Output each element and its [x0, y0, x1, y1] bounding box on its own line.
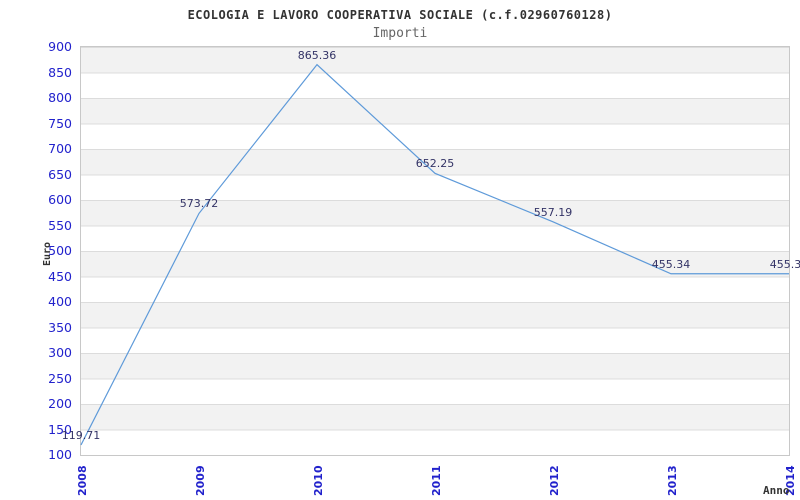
y-axis-title: Euro	[42, 241, 53, 266]
point-label: 455.34	[651, 257, 691, 271]
point-label: 557.19	[533, 205, 573, 219]
y-tick-label: 900	[48, 39, 72, 54]
x-tick-label: 2013	[666, 465, 679, 496]
y-tick-label: 800	[48, 90, 72, 105]
plot-area	[80, 46, 790, 456]
x-tick-label: 2010	[312, 465, 325, 496]
x-tick-label: 2011	[430, 465, 443, 496]
y-tick-label: 150	[48, 421, 72, 437]
y-tick-label: 600	[48, 192, 72, 207]
series-line	[80, 63, 789, 446]
y-tick-label: 100	[48, 447, 72, 462]
y-tick-label: 550	[48, 217, 72, 233]
y-tick-label: 350	[48, 319, 72, 335]
x-tick-label: 2009	[194, 465, 207, 496]
y-tick-label: 500	[48, 243, 72, 258]
point-label: 455.34	[769, 257, 800, 271]
y-tick-label: 400	[48, 294, 72, 309]
y-tick-label: 650	[48, 166, 72, 182]
chart-title: ECOLOGIA E LAVORO COOPERATIVA SOCIALE (c…	[187, 8, 613, 22]
line-chart-svg	[80, 63, 789, 446]
x-tick-label: 2012	[548, 465, 561, 496]
point-label: 573.72	[179, 197, 219, 211]
point-label: 119.71	[61, 428, 101, 442]
y-tick-label: 700	[48, 141, 72, 156]
point-label: 652.25	[415, 157, 455, 171]
chart-subtitle: Importi	[372, 26, 428, 41]
y-tick-label: 250	[48, 370, 72, 386]
point-label: 865.36	[297, 48, 337, 62]
y-tick-label: 200	[48, 396, 72, 411]
x-axis-title: Anno	[763, 484, 790, 497]
x-tick-label: 2008	[76, 465, 89, 496]
y-tick-label: 300	[48, 345, 72, 360]
y-tick-label: 450	[48, 268, 72, 284]
y-tick-label: 750	[48, 115, 72, 131]
y-tick-label: 850	[48, 64, 72, 80]
